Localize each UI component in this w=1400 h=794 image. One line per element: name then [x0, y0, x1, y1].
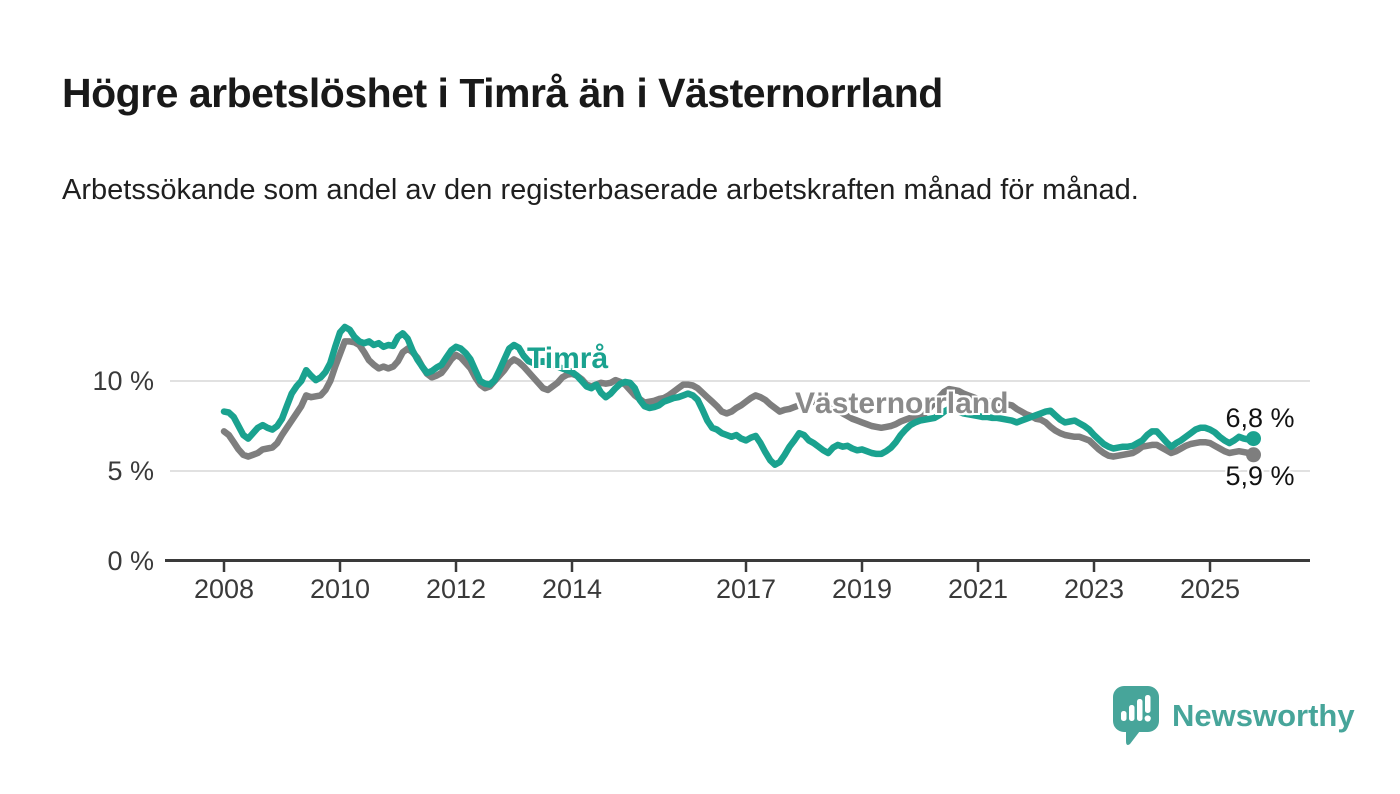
y-tick-label: 10 % [92, 366, 154, 396]
x-tick-label: 2023 [1063, 574, 1125, 604]
x-tick-label: 2010 [309, 574, 371, 604]
newsworthy-logo-text: Newsworthy [1172, 698, 1355, 733]
x-tick-label: 2008 [193, 574, 255, 604]
x-tick-label: 2014 [541, 574, 603, 604]
page-title: Högre arbetslöshet i Timrå än i Västerno… [62, 70, 943, 116]
x-tick-label: 2021 [947, 574, 1009, 604]
x-tick-label: 2025 [1179, 574, 1241, 604]
series-label-vasternorrland: Västernorrland [795, 387, 1009, 420]
x-tick-label: 2019 [831, 574, 893, 604]
newsworthy-logo: Newsworthy [1112, 685, 1355, 747]
end-label-timra: 6,8 % [1225, 402, 1295, 433]
end-label-vasternorrland: 5,9 % [1225, 460, 1295, 491]
bar-chart-speech-bubble-icon [1113, 686, 1159, 745]
page-subtitle: Arbetssökande som andel av den registerb… [62, 174, 1139, 206]
x-tick-label: 2012 [425, 574, 487, 604]
x-tick-label: 2017 [715, 574, 777, 604]
series-label-timra: Timrå [527, 342, 609, 375]
y-tick-label: 0 % [107, 546, 154, 576]
y-tick-label: 5 % [107, 456, 154, 486]
